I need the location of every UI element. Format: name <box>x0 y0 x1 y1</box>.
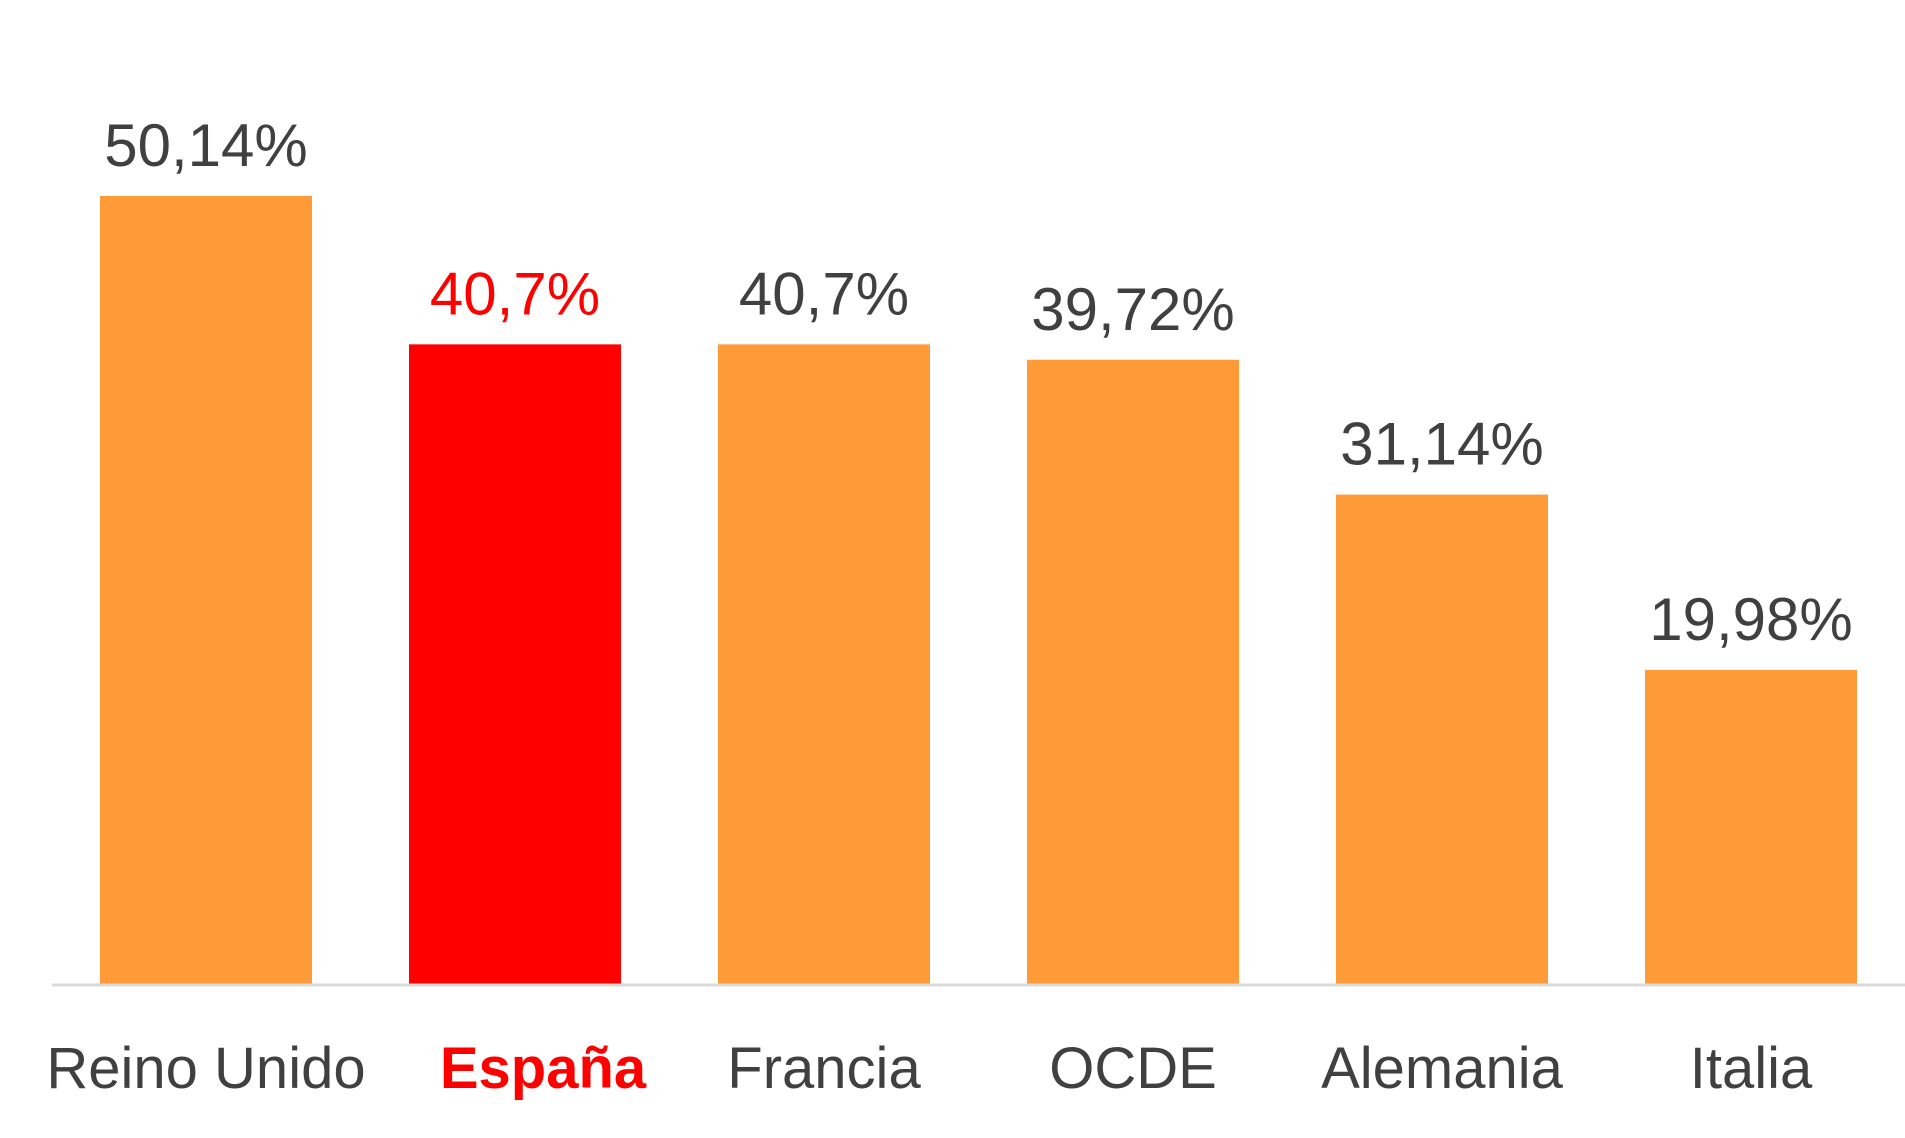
bar-5 <box>1645 669 1857 984</box>
value-label-2: 40,7% <box>739 260 909 327</box>
bar-2 <box>718 344 930 984</box>
value-label-5: 19,98% <box>1649 586 1853 653</box>
category-label-2: Francia <box>727 1036 921 1101</box>
value-label-4: 31,14% <box>1340 411 1544 478</box>
category-label-4: Alemania <box>1321 1036 1564 1101</box>
value-label-0: 50,14% <box>104 112 308 179</box>
bar-4 <box>1336 494 1548 984</box>
category-label-1: España <box>440 1036 647 1101</box>
bar-0 <box>100 196 312 984</box>
value-label-1: 40,7% <box>430 260 600 327</box>
category-labels-group: Reino Unido España Francia OCDE Alemania Ital… <box>46 1036 1813 1101</box>
category-label-0: Reino Unido <box>46 1036 365 1101</box>
value-label-3: 39,72% <box>1031 276 1235 343</box>
bar-3 <box>1027 359 1239 984</box>
category-label-3: OCDE <box>1049 1036 1217 1101</box>
bars-group <box>100 196 1857 984</box>
bar-1 <box>409 344 621 984</box>
value-labels-group: 50,14% 40,7% 40,7% 39,72% 31,14% 19,98% <box>104 112 1853 653</box>
category-label-5: Italia <box>1690 1036 1813 1101</box>
